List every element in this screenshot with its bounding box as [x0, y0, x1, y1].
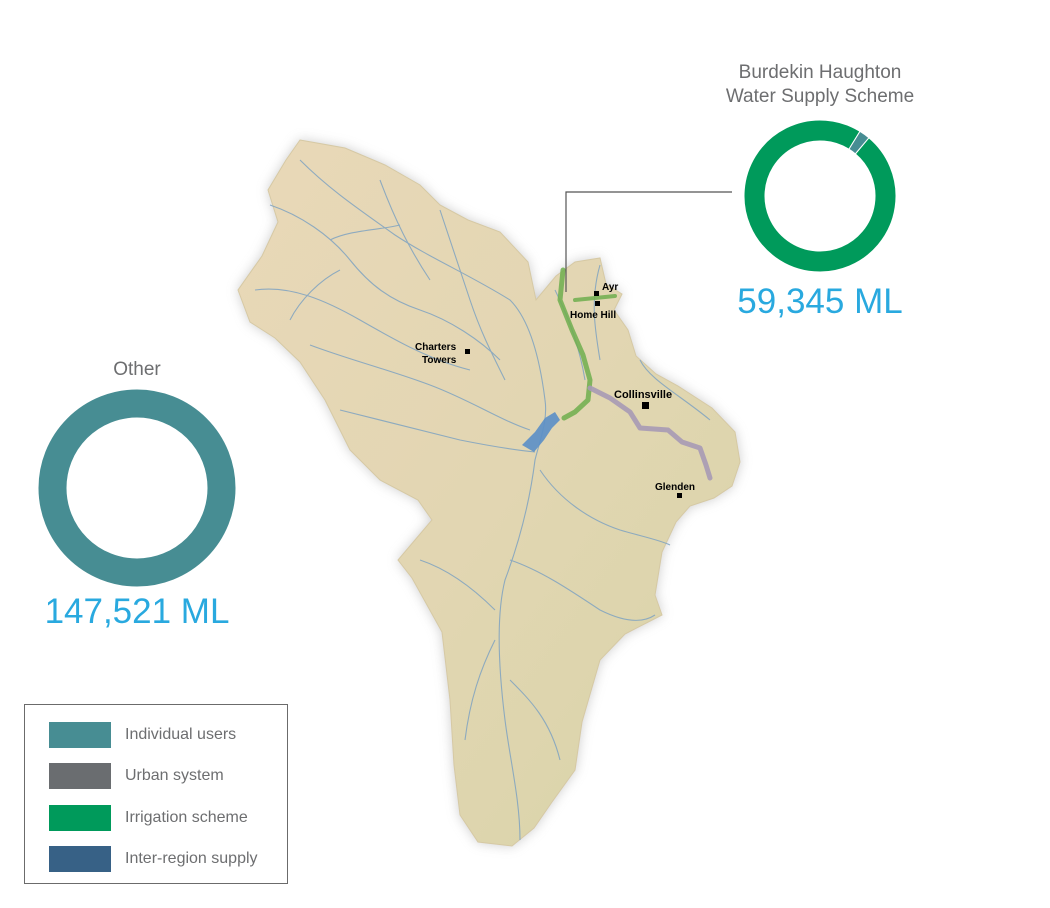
town-label-collinsville: Collinsville: [614, 389, 672, 401]
town-label-glenden: Glenden: [655, 482, 695, 493]
legend-swatch-irrigation-scheme: [49, 805, 111, 831]
legend-label-inter-region-supply: Inter-region supply: [125, 850, 258, 867]
legend-item-urban-system: Urban system: [49, 761, 224, 791]
other-donut-title: Other: [113, 359, 161, 380]
legend-swatch-individual-users: [49, 722, 111, 748]
legend-item-individual-users: Individual users: [49, 720, 236, 750]
legend-label-urban-system: Urban system: [125, 767, 224, 784]
legend-item-irrigation-scheme: Irrigation scheme: [49, 803, 248, 833]
burdekin-title-line1: Burdekin Haughton: [738, 62, 902, 83]
town-marker-collinsville: [642, 402, 649, 409]
town-marker-charters-towers: [465, 349, 470, 354]
legend: Individual users Urban system Irrigation…: [24, 704, 288, 884]
legend-label-irrigation-scheme: Irrigation scheme: [125, 809, 248, 826]
burdekin-donut-segment-irrigation-scheme: [743, 119, 897, 273]
inter-region-pipeline: [587, 385, 713, 481]
catchment-area: [237, 139, 741, 847]
town-label-home-hill: Home Hill: [570, 310, 616, 321]
other-donut-segments: [37, 388, 237, 588]
irrigation-pipeline: [557, 267, 593, 421]
river-network: [254, 159, 711, 841]
burdekin-donut-segments: [743, 119, 897, 273]
town-marker-glenden: [677, 493, 682, 498]
other-donut: [37, 388, 237, 588]
town-marker-ayr: [594, 291, 599, 296]
burdekin-title-line2: Water Supply Scheme: [725, 86, 915, 107]
town-label-charters: Charters: [415, 342, 457, 353]
burdekin-donut-segment-individual-users: [848, 130, 870, 155]
legend-swatch-urban-system: [49, 763, 111, 789]
burdekin-donut: [743, 119, 897, 273]
legend-item-inter-region-supply: Inter-region supply: [49, 844, 258, 874]
other-donut-value: 147,521 ML: [44, 592, 230, 631]
legend-label-individual-users: Individual users: [125, 726, 237, 743]
burdekin-donut-value: 59,345 ML: [737, 282, 903, 321]
callout-leader-line: [565, 191, 732, 292]
town-label-towers: Towers: [422, 355, 457, 366]
town-marker-home-hill: [595, 301, 600, 306]
legend-swatch-inter-region-supply: [49, 846, 111, 872]
burdekin-falls-dam: [522, 412, 560, 452]
irrigation-channel: [573, 294, 617, 302]
other-donut-segment-individual-users: [37, 388, 237, 588]
town-label-ayr: Ayr: [602, 282, 618, 293]
burdekin-donut-title: Burdekin Haughton Water Supply Scheme: [690, 61, 950, 109]
